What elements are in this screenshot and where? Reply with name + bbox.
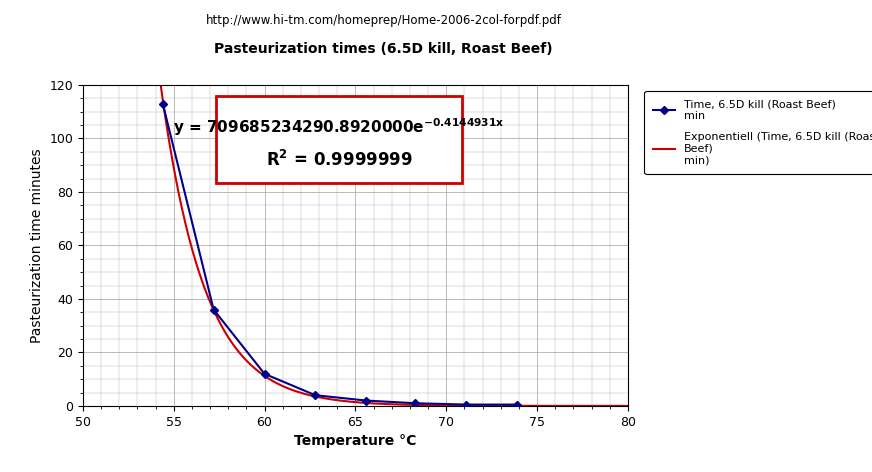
Text: http://www.hi-tm.com/homeprep/Home-2006-2col-forpdf.pdf: http://www.hi-tm.com/homeprep/Home-2006-… — [206, 14, 562, 27]
X-axis label: Temperature °C: Temperature °C — [294, 434, 417, 448]
Text: y = 709685234290.8920000e$^{\mathbf{-0.4144931x}}$: y = 709685234290.8920000e$^{\mathbf{-0.4… — [174, 116, 505, 138]
Text: Pasteurization times (6.5D kill, Roast Beef): Pasteurization times (6.5D kill, Roast B… — [215, 42, 553, 57]
Text: $\mathbf{R^2}$ = 0.9999999: $\mathbf{R^2}$ = 0.9999999 — [266, 151, 412, 170]
Y-axis label: Pasteurization time minutes: Pasteurization time minutes — [30, 148, 44, 343]
FancyBboxPatch shape — [216, 96, 461, 183]
Legend: Time, 6.5D kill (Roast Beef)
min, Exponentiell (Time, 6.5D kill (Roast
Beef)
min: Time, 6.5D kill (Roast Beef) min, Expone… — [644, 91, 872, 174]
